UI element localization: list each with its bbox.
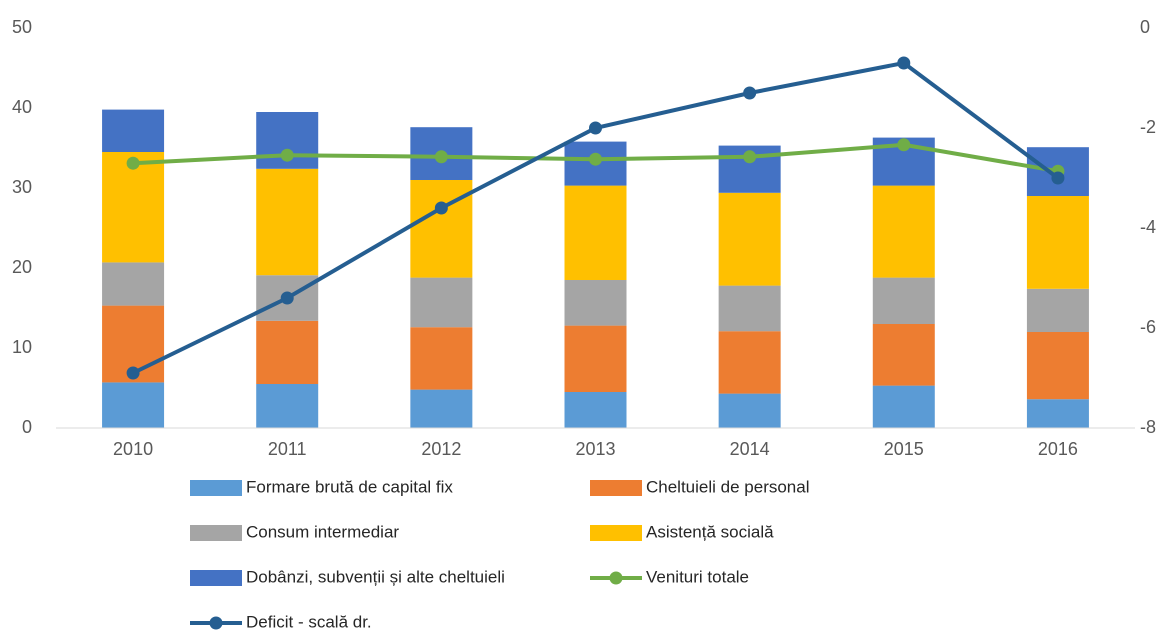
line-point — [743, 150, 757, 164]
x-tick-label: 2010 — [113, 439, 153, 459]
bar-segment — [102, 262, 165, 306]
y2-tick-label: -8 — [1140, 417, 1156, 437]
legend-marker — [609, 571, 623, 585]
y-tick-label: 20 — [12, 257, 32, 277]
bar-segment — [102, 109, 165, 152]
x-tick-label: 2016 — [1038, 439, 1078, 459]
line-point — [1051, 171, 1065, 185]
legend-label: Asistență socială — [646, 522, 774, 541]
legend-label: Deficit - scală dr. — [246, 612, 372, 631]
legend-label: Venituri totale — [646, 567, 749, 586]
legend-swatch — [590, 525, 642, 541]
bar-segment — [410, 389, 473, 428]
y-tick-label: 40 — [12, 97, 32, 117]
line-point — [434, 201, 448, 215]
line-point — [434, 150, 448, 164]
bar-segment — [256, 320, 319, 384]
x-tick-label: 2012 — [421, 439, 461, 459]
bar-segment — [410, 277, 473, 328]
legend-label: Dobânzi, subvenții și alte cheltuieli — [246, 567, 505, 586]
line-point — [897, 56, 911, 70]
bar-segment — [718, 393, 781, 428]
legend-swatch — [190, 570, 242, 586]
bar-segment — [564, 392, 627, 428]
bar-segment — [872, 324, 935, 386]
legend-swatch — [190, 525, 242, 541]
line-point — [280, 148, 294, 162]
y-tick-label: 0 — [22, 417, 32, 437]
y-tick-label: 50 — [12, 17, 32, 37]
y2-tick-label: -2 — [1140, 117, 1156, 137]
y2-tick-label: 0 — [1140, 17, 1150, 37]
x-tick-label: 2011 — [268, 439, 307, 459]
bar-segment — [102, 382, 165, 428]
bar-segment — [718, 192, 781, 286]
line-point — [589, 121, 602, 135]
x-tick-label: 2013 — [575, 439, 615, 459]
x-tick-label: 2015 — [884, 439, 924, 459]
bar-segment — [564, 325, 627, 392]
bar-segment — [1026, 196, 1089, 289]
bar-segment — [1026, 332, 1089, 400]
bar-segment — [256, 168, 319, 276]
y-tick-label: 10 — [12, 337, 32, 357]
bar-segment — [256, 384, 319, 428]
line-point — [126, 156, 140, 170]
y-tick-label: 30 — [12, 177, 32, 197]
bar-segment — [102, 152, 165, 263]
bar-segment — [564, 185, 627, 280]
bar-segment — [718, 331, 781, 394]
legend-label: Formare brută de capital fix — [246, 477, 453, 496]
x-tick-label: 2014 — [730, 439, 770, 459]
line-point — [743, 86, 757, 100]
bar-segment — [872, 185, 935, 278]
line-point — [589, 152, 602, 166]
line-point — [280, 291, 294, 305]
bar-segment — [564, 280, 627, 326]
legend-marker — [209, 616, 223, 630]
y2-tick-label: -4 — [1140, 217, 1156, 237]
bar-segment — [1026, 399, 1089, 428]
legend-label: Cheltuieli de personal — [646, 477, 810, 496]
bar-segment — [1026, 288, 1089, 332]
y2-tick-label: -6 — [1140, 317, 1156, 337]
line-point — [126, 366, 140, 380]
legend-swatch — [190, 480, 242, 496]
bar-segment — [718, 285, 781, 332]
bar-segment — [410, 327, 473, 390]
bar-segment — [872, 385, 935, 428]
legend-label: Consum intermediar — [246, 522, 399, 541]
bar-segment — [872, 277, 935, 324]
legend-swatch — [590, 480, 642, 496]
line-point — [897, 138, 911, 152]
